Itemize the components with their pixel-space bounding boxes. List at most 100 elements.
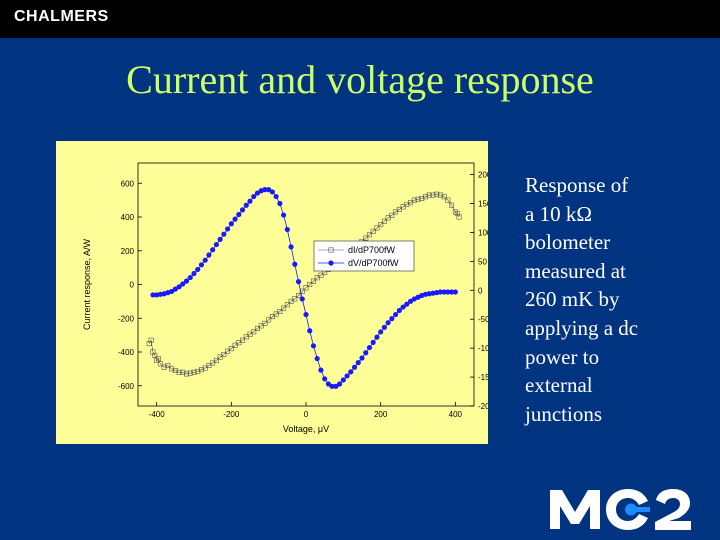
series-current-marker [284,302,290,308]
series-current-marker [195,368,201,374]
series-current-marker [254,325,260,331]
series-voltage-marker [363,350,369,356]
series-current-marker [310,278,316,284]
y-tick-label: 400 [121,213,135,222]
series-current-marker [378,222,384,228]
series-current-marker [408,200,414,206]
series-current-marker [452,209,458,215]
series-voltage-marker [441,289,447,295]
series-voltage-marker [310,343,317,349]
series-voltage-marker [329,383,335,389]
series-voltage-marker [314,355,320,362]
series-voltage-marker [325,381,331,387]
series-current-marker [385,215,391,221]
y2-tick-label: -100 [478,344,488,353]
series-voltage-marker [228,221,234,227]
series-current-line [148,193,460,375]
series-current-marker [303,285,309,291]
org-logo: CHALMERS [14,8,109,25]
series-current-marker [228,346,234,352]
series-current-marker [169,366,175,372]
series-voltage-marker [210,247,216,253]
series-voltage-marker [213,241,219,248]
series-voltage-marker [378,329,384,335]
y-tick-label: 600 [121,179,135,188]
series-voltage-marker [262,187,268,193]
y2-tick-label: -50 [478,315,488,324]
series-current-marker [419,195,425,201]
legend-box [313,240,415,272]
series-current-marker [437,192,443,198]
series-current-marker [210,360,216,366]
series-voltage-marker [172,286,178,292]
y2-tick-label: 200 [478,171,488,180]
series-current-marker [292,296,298,302]
series-voltage-marker [243,202,249,208]
chart: -400 -200 0 200 400 600 400 200 0 -200 -400 -600 200… [82,162,488,434]
series-voltage-marker [400,304,406,310]
series-current-marker [307,282,313,288]
mc2-logo [550,489,691,530]
series-voltage-marker [236,211,242,218]
x-axis-label: Voltage, μV [283,424,329,434]
series-current-marker [456,214,462,220]
series-voltage-marker [303,311,309,318]
series-current-marker [370,228,376,234]
series-voltage-marker [169,288,175,295]
series-voltage-marker [187,274,193,281]
mc2-logo-letter-c [606,489,648,530]
series-current-marker [366,232,372,238]
series-voltage-marker [176,284,182,290]
series-current-marker [422,194,428,200]
series-current-marker [262,320,268,326]
series-voltage-marker [195,266,201,273]
series-current-marker [299,288,305,294]
y2-tick-label: -150 [478,373,488,382]
series-voltage-marker [381,324,387,330]
series-voltage-marker [281,212,287,218]
series-voltage-marker [452,289,458,295]
series-voltage-marker [273,193,279,200]
series-current-marker [441,194,447,200]
series-current-marker [225,348,231,354]
series-voltage-marker [322,376,328,382]
series-voltage-marker [150,292,156,298]
series-voltage-marker [239,207,246,213]
series-current-marker [165,363,171,369]
series-current-marker [243,334,249,340]
series-current-marker [217,354,223,360]
series-current-marker [247,331,253,337]
y-tick-label: -600 [118,382,135,391]
slide-title: Current and voltage response [126,57,594,102]
x-tick-label: 400 [449,410,463,419]
series-current-marker [202,365,208,371]
series-current-marker [404,201,410,207]
series-voltage-marker [449,289,455,295]
series-current-marker [191,369,197,375]
mc2-logo-bar [636,507,650,512]
series-voltage-marker [370,339,376,345]
series-current-marker [374,225,380,231]
series-current-marker [198,367,204,373]
series-voltage-marker [348,369,354,375]
series-current-marker [240,337,246,343]
x-tick-label: 200 [374,410,388,419]
y-tick-label: -200 [118,314,135,323]
legend-voltage-label: dV/dP700fW [348,258,399,268]
y2-tick-label: 150 [478,200,488,209]
series-current-marker [400,204,406,210]
series-current-marker [314,275,320,281]
mc2-logo-digit-2 [655,489,691,530]
legend-current-marker [328,247,334,253]
series-current-marker [281,305,287,311]
series-current-marker [236,340,242,346]
series-voltage-marker [183,278,190,284]
legend-voltage-marker [328,260,334,266]
series-current-marker [184,371,190,377]
series-voltage-marker [232,216,238,222]
series-current-marker [258,323,264,329]
series-current-marker [389,212,395,218]
series-current-marker [150,349,156,355]
series-current-marker [157,361,163,367]
series-voltage-marker [340,377,346,383]
